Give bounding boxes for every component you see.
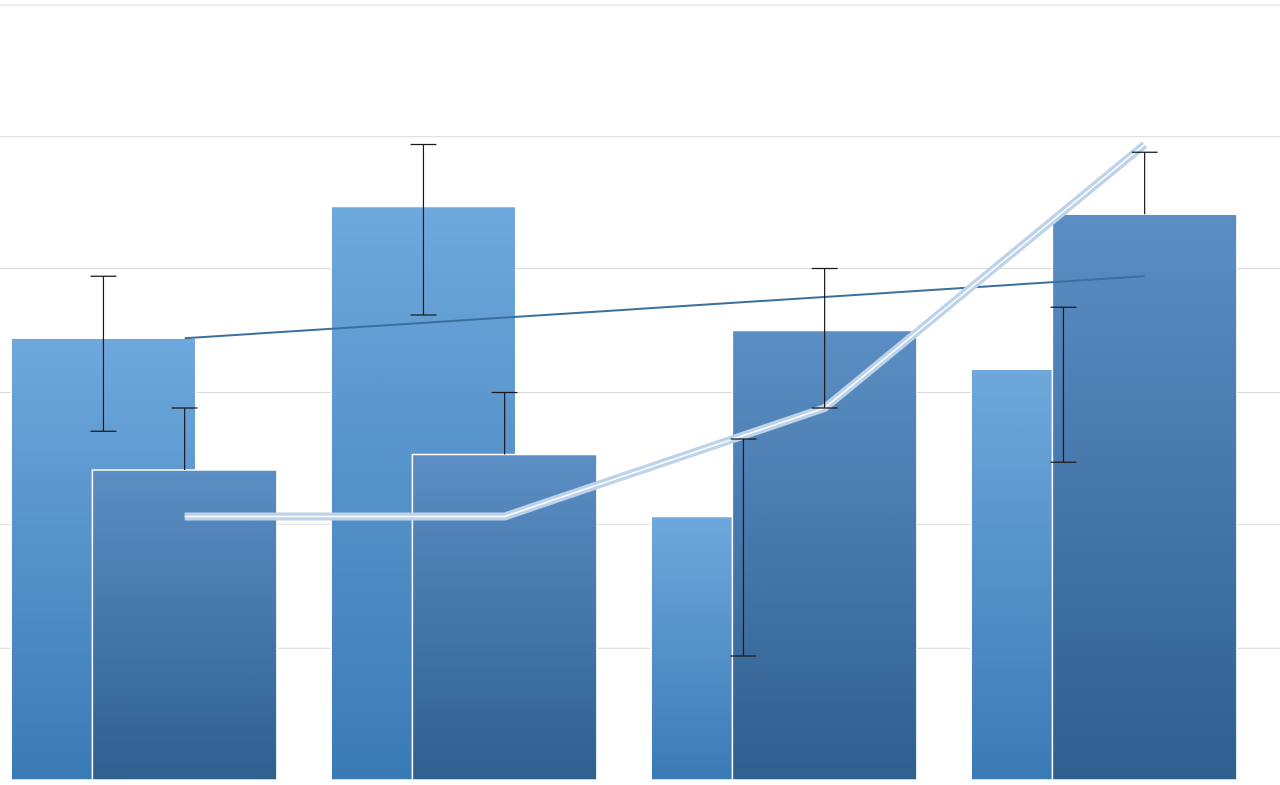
bar-front xyxy=(1052,214,1237,780)
combo-chart xyxy=(0,0,1280,785)
chart-container xyxy=(0,0,1280,785)
bar-front xyxy=(412,455,597,781)
